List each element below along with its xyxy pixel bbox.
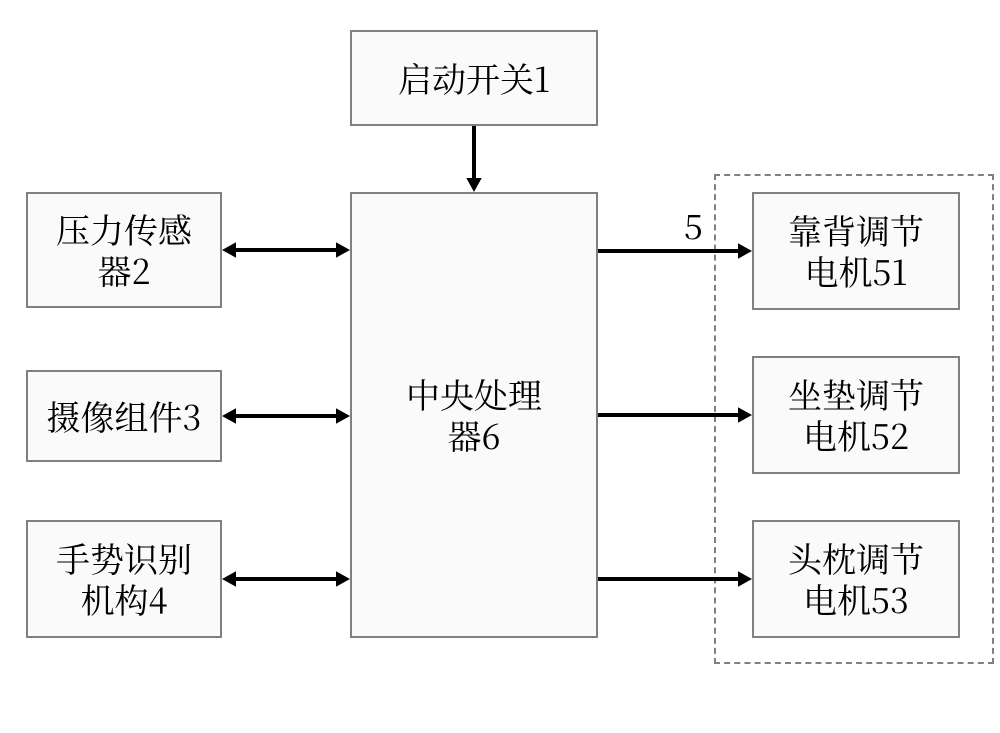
arrows-layer [0,0,1000,733]
